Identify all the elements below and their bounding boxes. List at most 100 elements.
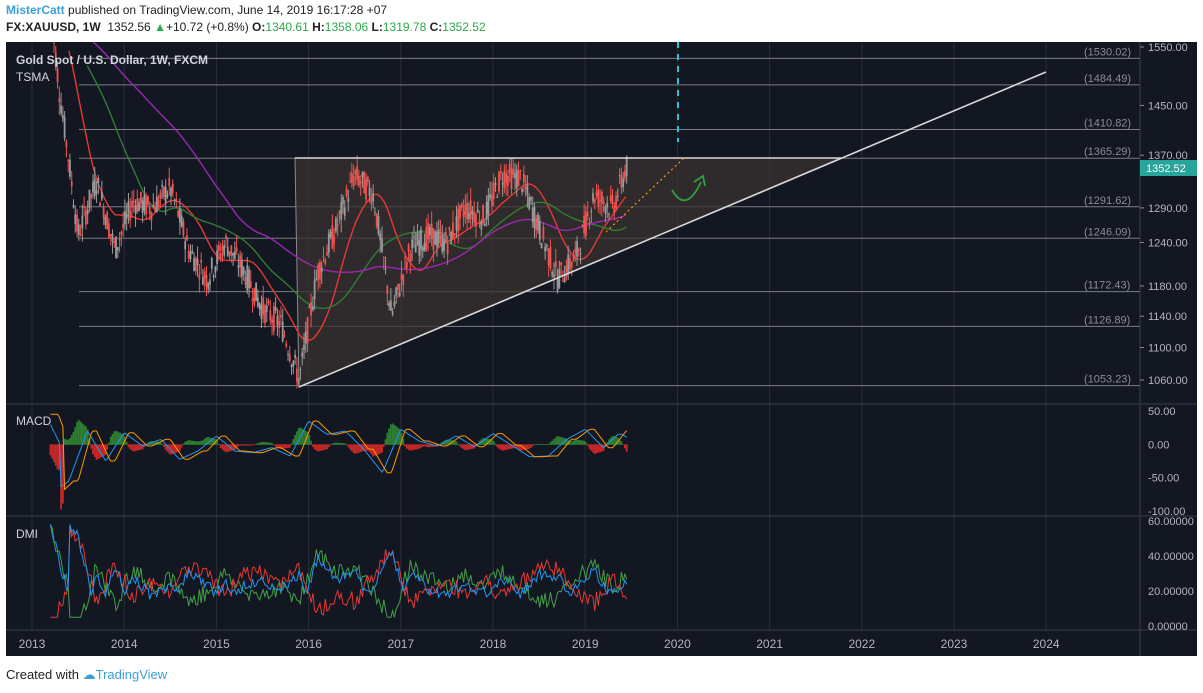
macd-histogram-bar bbox=[228, 444, 231, 452]
candle-body bbox=[326, 252, 328, 256]
macd-histogram-bar bbox=[606, 442, 609, 445]
macd-histogram-bar bbox=[237, 444, 240, 447]
macd-histogram-bar bbox=[186, 440, 188, 445]
candle-body bbox=[278, 320, 281, 328]
candle-body bbox=[606, 203, 609, 208]
macd-histogram-bar bbox=[276, 444, 279, 448]
candle-body bbox=[436, 231, 438, 248]
candle-body bbox=[611, 195, 614, 204]
macd-histogram-bar bbox=[551, 440, 554, 445]
macd-signal-line bbox=[50, 413, 628, 491]
candle-body bbox=[405, 261, 408, 268]
candle-body bbox=[320, 267, 323, 273]
macd-histogram-bar bbox=[120, 433, 123, 445]
candle-body bbox=[264, 305, 266, 324]
candle-body bbox=[613, 205, 616, 214]
candle-body bbox=[244, 277, 247, 285]
candle-body bbox=[196, 258, 199, 266]
macd-histogram-bar bbox=[127, 444, 130, 448]
low-label: L: bbox=[371, 20, 383, 34]
candle-body bbox=[209, 279, 211, 285]
candle-body bbox=[460, 203, 463, 208]
macd-histogram-bar bbox=[125, 441, 128, 445]
macd-histogram-bar bbox=[354, 444, 357, 454]
chart-area[interactable]: (1530.02) (1484.49) (1410.82) (1365.29) (129… bbox=[6, 5, 1197, 656]
macd-histogram-bar bbox=[427, 444, 430, 448]
candle-body bbox=[253, 287, 256, 305]
candle-body bbox=[297, 378, 300, 385]
candle-body bbox=[198, 275, 201, 280]
tradingview-logo-icon[interactable]: ☁ bbox=[82, 667, 96, 682]
macd-histogram-bar bbox=[537, 443, 539, 445]
candle-body bbox=[67, 160, 70, 162]
dmi-tick-label: 0.00000 bbox=[1148, 621, 1188, 633]
candle-body bbox=[329, 231, 332, 238]
candle-body bbox=[74, 214, 77, 225]
candle-body bbox=[506, 176, 509, 187]
macd-histogram-bar bbox=[219, 444, 222, 448]
macd-histogram-bar bbox=[538, 443, 541, 445]
macd-histogram-bar bbox=[134, 444, 137, 451]
macd-histogram-bar bbox=[136, 444, 139, 451]
candle-body bbox=[251, 297, 254, 302]
macd-histogram-bar bbox=[154, 441, 156, 445]
candle-body bbox=[512, 168, 515, 176]
ascending-trend-line[interactable] bbox=[298, 71, 1047, 388]
macd-histogram-bar bbox=[56, 444, 59, 470]
candle-body bbox=[143, 194, 146, 211]
candle-body bbox=[345, 188, 348, 197]
macd-histogram-bar bbox=[106, 444, 109, 450]
candle-body bbox=[510, 168, 513, 190]
candle-body bbox=[480, 220, 483, 230]
candle-body bbox=[166, 194, 169, 197]
candle-body bbox=[85, 210, 87, 225]
candle-body bbox=[432, 228, 435, 250]
price-tick-label: 1060.00 bbox=[1148, 375, 1188, 387]
author-link[interactable]: MisterCatt bbox=[6, 3, 65, 17]
macd-histogram-bar bbox=[92, 444, 94, 455]
candle-body bbox=[494, 183, 497, 186]
candle-body bbox=[324, 259, 327, 264]
macd-histogram-bar bbox=[498, 444, 500, 449]
candle-body bbox=[113, 241, 116, 244]
candle-body bbox=[303, 344, 305, 350]
candle-body bbox=[496, 196, 499, 198]
x-tick-label: 2013 bbox=[19, 637, 46, 651]
publish-info: published on TradingView.com, June 14, 2… bbox=[64, 3, 388, 17]
macd-histogram-bar bbox=[86, 429, 89, 445]
candle-body bbox=[319, 261, 321, 280]
price-tick-label: 1550.00 bbox=[1148, 42, 1188, 54]
candle-body bbox=[413, 236, 415, 238]
macd-histogram-bar bbox=[265, 442, 268, 445]
candle-body bbox=[233, 251, 236, 259]
macd-histogram-bar bbox=[329, 444, 332, 446]
candle-body bbox=[226, 247, 229, 257]
candle-body bbox=[475, 214, 477, 227]
macd-histogram-bar bbox=[567, 439, 570, 445]
candle-body bbox=[526, 184, 529, 195]
candle-body bbox=[221, 245, 224, 251]
chart-svg[interactable]: (1530.02) (1484.49) (1410.82) (1365.29) (129… bbox=[6, 5, 1197, 656]
candle-body bbox=[354, 169, 357, 175]
footer-brand[interactable]: TradingView bbox=[95, 667, 168, 682]
macd-histogram-bar bbox=[61, 444, 64, 504]
ma-line-purple bbox=[54, 8, 627, 274]
candle-body bbox=[577, 248, 580, 251]
candle-body bbox=[547, 248, 550, 266]
macd-histogram-bar bbox=[178, 444, 181, 451]
macd-histogram-bar bbox=[311, 444, 314, 448]
x-tick-label: 2021 bbox=[756, 637, 783, 651]
candle-body bbox=[588, 222, 591, 224]
candle-body bbox=[148, 207, 151, 214]
candle-body bbox=[122, 223, 125, 228]
macd-histogram-bar bbox=[246, 444, 249, 446]
open-label: O: bbox=[252, 20, 266, 34]
candle-body bbox=[136, 198, 139, 212]
candle-body bbox=[70, 180, 73, 187]
macd-histogram-bar bbox=[483, 437, 486, 445]
candle-body bbox=[182, 221, 185, 236]
macd-histogram-bar bbox=[249, 444, 252, 446]
macd-histogram-bar bbox=[515, 444, 518, 449]
macd-histogram-bar bbox=[77, 419, 80, 445]
candle-body bbox=[382, 257, 385, 259]
